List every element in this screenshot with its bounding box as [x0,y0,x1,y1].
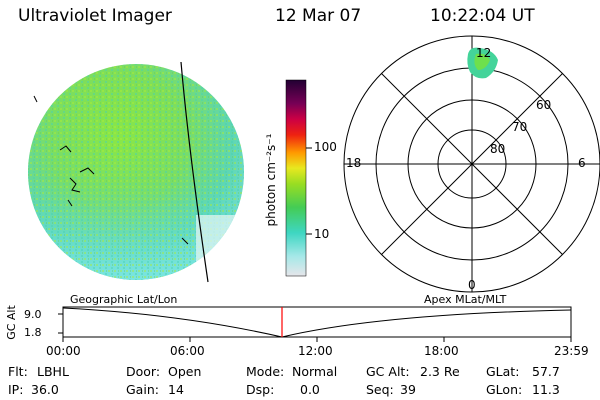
glat-value: 57.7 [532,364,560,379]
polar-grid [343,35,600,293]
apex-title: Apex MLat/MLT [424,293,507,306]
polar-label-0: 0 [468,278,476,292]
time-axis-ticks [62,337,572,342]
door-label: Door: [126,364,161,379]
time-tick-3: 18:00 [424,344,459,358]
time-tick-4: 23:59 [554,344,589,358]
gcalt-label: GC Alt: [366,364,410,379]
time-tick-2: 12:00 [298,344,333,358]
polar-label-6: 6 [578,156,586,170]
dsp-label: Dsp: [246,382,275,397]
colorbar-unit-label: photon cm⁻²s⁻¹ [264,133,278,227]
polar-ring-60: 60 [536,98,552,112]
ip-label: IP: [8,382,24,397]
flt-label: Flt: [8,364,28,379]
gc-alt-top-value: 9.0 [24,308,42,321]
time-tick-1: 06:00 [170,344,205,358]
colorbar [285,79,307,277]
colorbar-label-10: 10 [314,227,330,241]
seq-label: Seq: [366,382,394,397]
date-label: 12 Mar 07 [275,6,362,26]
geographic-title: Geographic Lat/Lon [70,293,178,306]
glon-label: GLon: [486,382,523,397]
ip-value: 36.0 [31,382,59,397]
seq-value: 39 [400,382,416,397]
terminator-line [180,61,209,283]
gcalt-value: 2.3 Re [420,364,460,379]
time-label: 10:22:04 UT [430,6,535,26]
coastline-overlay [33,95,189,245]
instrument-title: Ultraviolet Imager [18,6,172,26]
dsp-value: 0.0 [300,382,320,397]
altitude-plot-frame [62,306,572,338]
colorbar-label-100: 100 [314,140,337,154]
polar-label-18: 18 [346,156,362,170]
glat-label: GLat: [486,364,520,379]
time-tick-0: 00:00 [46,344,81,358]
uv-earth-image [28,64,244,280]
flt-value: LBHL [37,364,69,379]
polar-ring-70: 70 [512,120,528,134]
altitude-y-ticks [58,313,63,334]
gc-alt-axis-label: GC Alt [4,305,18,340]
gain-value: 14 [168,382,184,397]
gc-alt-bottom-value: 1.8 [24,326,42,339]
door-value: Open [168,364,202,379]
mode-value: Normal [292,364,338,379]
altitude-curve [62,307,572,338]
polar-label-12: 12 [476,46,492,60]
glon-value: 11.3 [532,382,560,397]
polar-ring-80: 80 [490,142,506,156]
gain-label: Gain: [126,382,159,397]
mode-label: Mode: [246,364,285,379]
